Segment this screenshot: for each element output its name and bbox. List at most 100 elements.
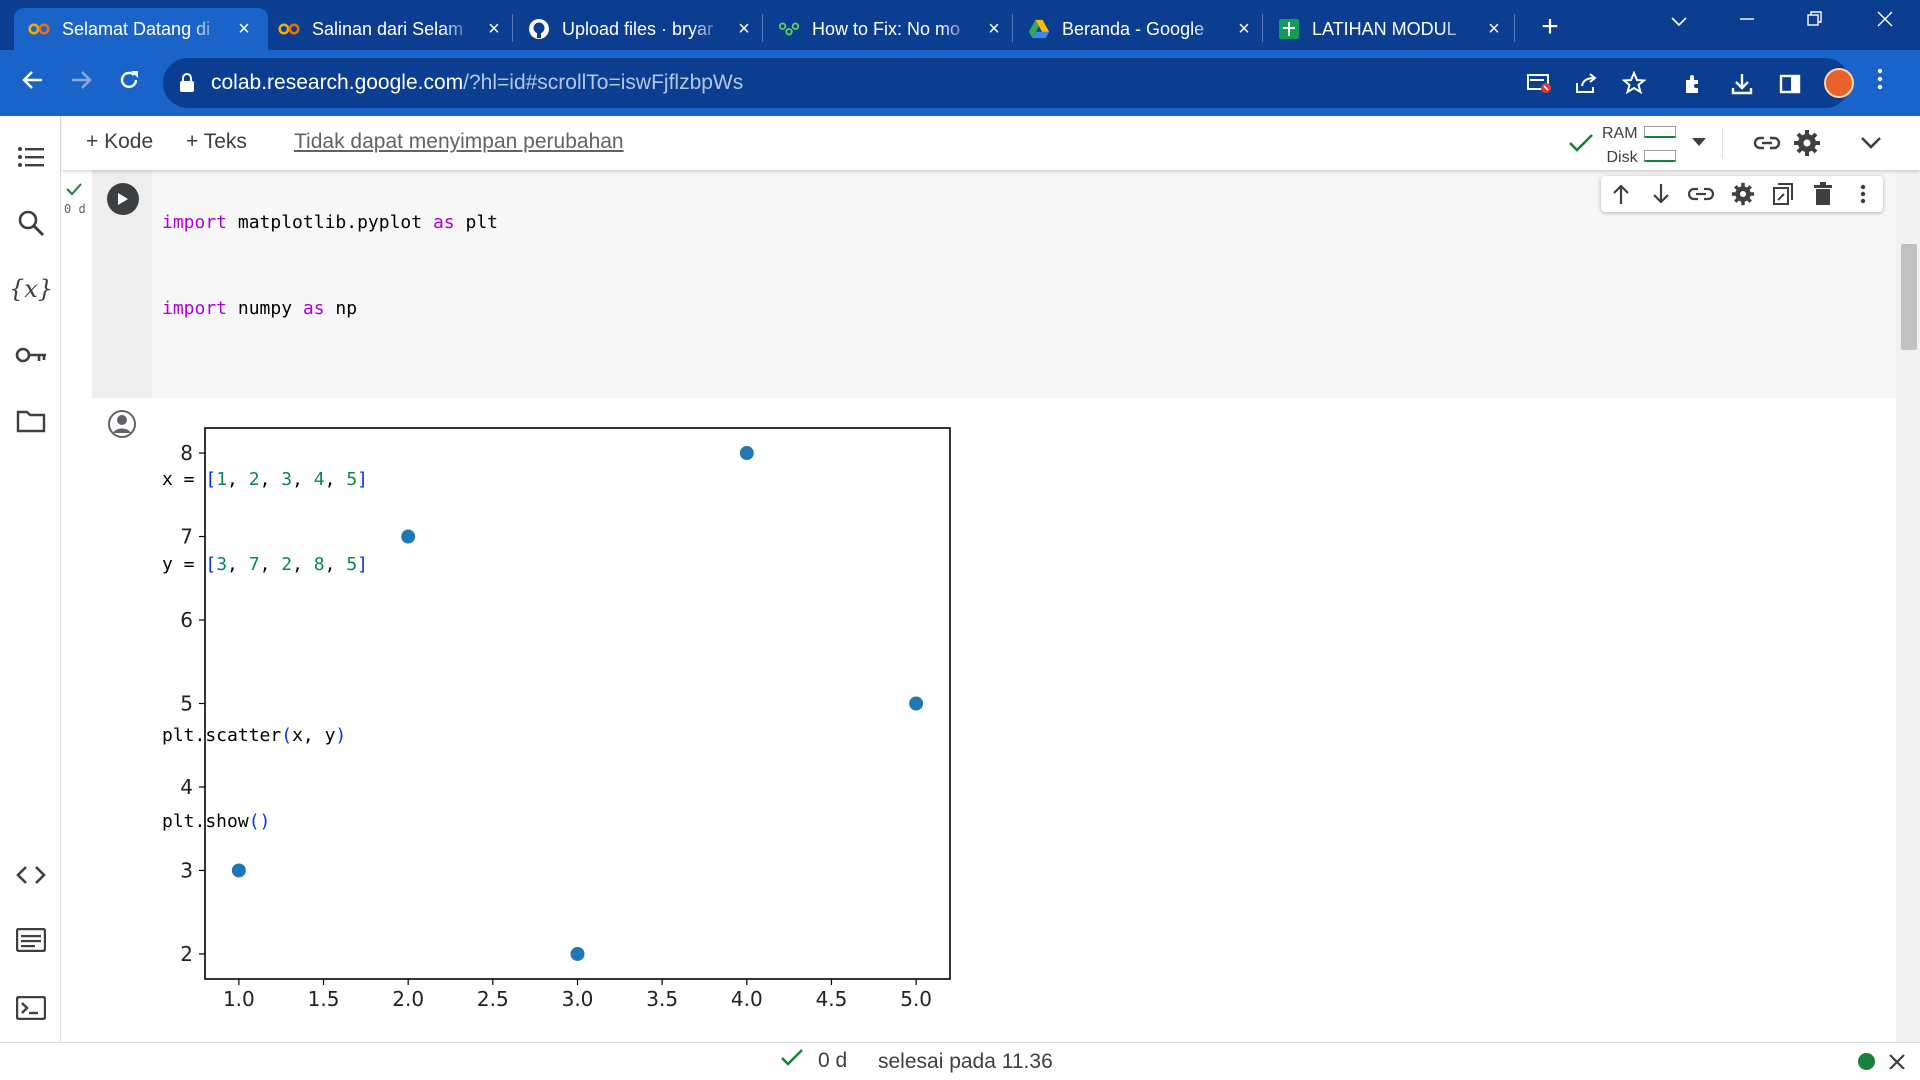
share-icon[interactable]: [1573, 70, 1599, 96]
folder-icon[interactable]: [14, 404, 48, 438]
side-panel-icon[interactable]: [1776, 70, 1804, 98]
url-path: /?hl=id#scrollTo=iswFjflzbpWs: [463, 71, 744, 94]
reload-icon[interactable]: [114, 68, 144, 99]
code-line: import matplotlib.pyplot as plt: [162, 212, 498, 233]
y-tick-label: 3: [180, 858, 193, 882]
variables-icon[interactable]: {𝑥}: [8, 275, 54, 303]
add-text-button[interactable]: + Teks: [186, 130, 247, 153]
output-avatar-icon[interactable]: [107, 409, 137, 439]
restore-icon[interactable]: [1800, 8, 1830, 34]
extensions-icon[interactable]: [1680, 70, 1708, 98]
minimize-icon[interactable]: [1732, 8, 1762, 34]
close-window-icon[interactable]: [1870, 8, 1900, 34]
move-up-icon[interactable]: [1607, 180, 1635, 208]
sheets-icon: [1278, 18, 1300, 40]
tab-separator: [512, 14, 513, 42]
data-points: [231, 446, 924, 961]
profile-avatar[interactable]: [1824, 68, 1854, 98]
resource-monitor[interactable]: RAM Disk: [1602, 122, 1638, 170]
url-text: colab.research.google.com/?hl=id#scrollT…: [211, 71, 743, 95]
forward-icon[interactable]: [66, 68, 96, 99]
close-icon[interactable]: ×: [1238, 17, 1250, 40]
x-tick-label: 1.5: [308, 987, 340, 1011]
disk-label: Disk: [1606, 149, 1638, 166]
tab-latihan-modul[interactable]: LATIHAN MODUL ×: [1264, 8, 1518, 50]
tab-google-drive[interactable]: Beranda - Google ×: [1014, 8, 1268, 50]
new-tab-button[interactable]: +: [1541, 10, 1559, 43]
download-icon[interactable]: [1728, 70, 1756, 98]
close-status-icon[interactable]: [1888, 1045, 1906, 1076]
delete-cell-icon[interactable]: [1809, 180, 1837, 208]
terminal-icon[interactable]: [14, 991, 48, 1025]
table-of-contents-icon[interactable]: [14, 140, 48, 174]
code-snippets-icon[interactable]: [14, 858, 48, 892]
cell-settings-icon[interactable]: [1729, 180, 1757, 208]
y-tick-label: 8: [180, 441, 193, 465]
close-icon[interactable]: ×: [738, 17, 750, 40]
command-palette-icon[interactable]: [14, 923, 48, 957]
tab-title: Salinan dari Selam: [312, 18, 464, 39]
cell-link-icon[interactable]: [1687, 180, 1715, 208]
back-icon[interactable]: [18, 68, 48, 99]
address-bar[interactable]: colab.research.google.com/?hl=id#scrollT…: [163, 58, 1850, 108]
tab-separator: [1262, 14, 1263, 42]
browser-tab-strip: Selamat Datang di × Salinan dari Selam ×…: [0, 0, 1920, 50]
mirror-cell-icon[interactable]: [1769, 180, 1797, 208]
tab-title: Selamat Datang di: [62, 18, 211, 39]
status-exec-time: 0 d: [818, 1049, 848, 1072]
play-icon: [118, 193, 128, 205]
scrollbar-thumb[interactable]: [1901, 244, 1917, 350]
search-icon[interactable]: [14, 206, 48, 240]
tab-title: LATIHAN MODUL: [1312, 18, 1457, 39]
settings-gear-icon[interactable]: [1792, 128, 1822, 158]
bookmark-star-icon[interactable]: [1621, 70, 1647, 96]
run-cell-button[interactable]: [107, 183, 139, 215]
tab-separator: [762, 14, 763, 42]
close-icon[interactable]: ×: [1488, 17, 1500, 40]
url-host: colab.research.google.com: [211, 71, 464, 94]
x-tick-label: 3.5: [646, 987, 678, 1011]
close-icon[interactable]: ×: [488, 17, 500, 40]
tab-colab-copy[interactable]: Salinan dari Selam ×: [264, 8, 518, 50]
browser-menu-icon[interactable]: [1876, 68, 1884, 90]
github-icon: [528, 18, 550, 40]
code-line: y = [3, 7, 2, 8, 5]: [162, 554, 369, 575]
cell-code-editor[interactable]: import matplotlib.pyplot as plt import n…: [162, 152, 498, 865]
tab-how-to-fix[interactable]: How to Fix: No mo ×: [764, 8, 1018, 50]
tab-github-upload[interactable]: Upload files · bryar ×: [514, 8, 768, 50]
x-axis-ticks: 1.0 1.5 2.0 2.5 3.0 3.5 4.0 4.5 5.0: [223, 979, 932, 1011]
y-tick-label: 6: [180, 608, 193, 632]
cell-executed-check-icon: [66, 182, 82, 200]
status-bar: 0 d selesai pada 11.36: [0, 1042, 1920, 1080]
code-line: [162, 380, 498, 409]
y-tick-label: 4: [180, 775, 193, 799]
x-tick-label: 4.0: [731, 987, 763, 1011]
tab-title: Upload files · bryar: [562, 18, 714, 39]
ram-label: RAM: [1602, 125, 1638, 142]
tab-title: Beranda - Google: [1062, 18, 1205, 39]
disk-usage-bar: [1644, 150, 1676, 162]
cell-more-icon[interactable]: [1849, 180, 1877, 208]
colab-toolbar: + Kode + Teks Tidak dapat menyimpan peru…: [62, 116, 1920, 170]
scatter-point: [401, 529, 416, 544]
add-code-button[interactable]: + Kode: [86, 130, 154, 153]
x-tick-label: 3.0: [562, 987, 594, 1011]
tab-colab-welcome[interactable]: Selamat Datang di ×: [14, 8, 268, 50]
code-cell[interactable]: [92, 170, 1896, 398]
move-down-icon[interactable]: [1647, 180, 1675, 208]
code-line: import numpy as np: [162, 297, 358, 319]
tab-separator: [1514, 14, 1515, 42]
close-icon[interactable]: ×: [988, 17, 1000, 40]
link-icon[interactable]: [1752, 128, 1782, 158]
x-tick-label: 1.0: [223, 987, 255, 1011]
runtime-dropdown-icon[interactable]: [1692, 138, 1706, 146]
close-icon[interactable]: ×: [238, 17, 250, 40]
key-icon[interactable]: [14, 338, 48, 372]
code-line: x = [1, 2, 3, 4, 5]: [162, 468, 369, 490]
scatter-plot: 1.0 1.5 2.0 2.5 3.0 3.5 4.0 4.5 5.0 2 3 4 5 6 7 8: [180, 427, 951, 1011]
tab-search-icon[interactable]: [1664, 8, 1694, 34]
collapse-chevron-icon[interactable]: [1856, 128, 1886, 158]
cast-blocked-icon[interactable]: [1526, 70, 1552, 96]
y-tick-label: 7: [180, 525, 193, 549]
save-warning-link[interactable]: Tidak dapat menyimpan perubahan: [294, 130, 624, 153]
